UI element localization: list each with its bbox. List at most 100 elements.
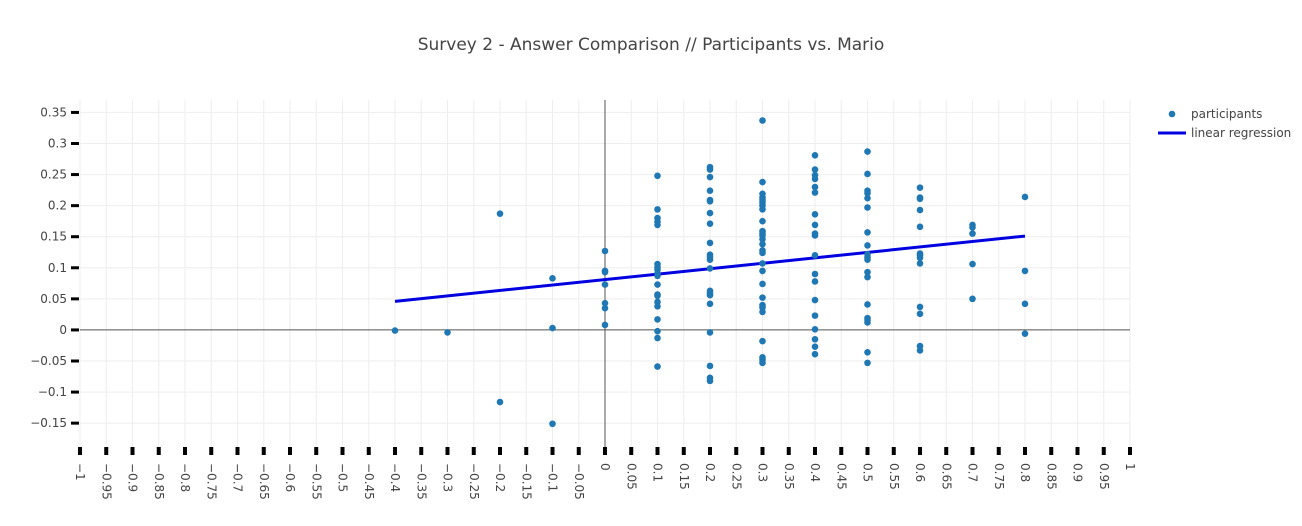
data-point[interactable] <box>1021 267 1029 275</box>
data-point[interactable] <box>706 239 714 247</box>
data-point[interactable] <box>811 278 819 285</box>
data-point[interactable] <box>811 211 819 218</box>
data-point[interactable] <box>811 221 819 229</box>
data-point[interactable] <box>759 260 766 267</box>
data-point[interactable] <box>969 295 976 303</box>
data-point[interactable] <box>759 240 766 248</box>
data-point[interactable] <box>916 347 924 354</box>
data-point[interactable] <box>864 319 871 326</box>
data-point[interactable] <box>916 303 924 311</box>
data-point[interactable] <box>759 337 766 345</box>
data-point[interactable] <box>759 206 766 213</box>
data-point[interactable] <box>654 303 661 310</box>
data-point[interactable] <box>811 189 819 196</box>
data-point[interactable] <box>759 178 766 186</box>
data-point[interactable] <box>444 329 451 336</box>
data-point[interactable] <box>549 420 556 428</box>
data-point[interactable] <box>654 316 661 323</box>
data-point[interactable] <box>811 166 819 173</box>
data-point[interactable] <box>549 275 556 282</box>
data-point[interactable] <box>391 327 399 334</box>
data-point[interactable] <box>1021 300 1029 308</box>
data-point[interactable] <box>601 247 609 255</box>
data-point[interactable] <box>916 223 924 231</box>
data-point[interactable] <box>706 166 714 173</box>
data-point[interactable] <box>759 280 766 288</box>
data-point[interactable] <box>654 334 661 342</box>
data-point[interactable] <box>654 363 661 370</box>
legend[interactable]: participants linear regression <box>1158 107 1291 140</box>
data-point[interactable] <box>811 326 819 333</box>
data-point[interactable] <box>706 209 714 217</box>
data-point[interactable] <box>811 335 819 343</box>
data-point[interactable] <box>759 217 766 225</box>
data-point[interactable] <box>759 308 766 316</box>
data-point[interactable] <box>759 249 766 257</box>
data-point[interactable] <box>864 229 871 236</box>
data-point[interactable] <box>601 299 609 307</box>
data-point[interactable] <box>601 268 609 276</box>
data-point[interactable] <box>654 272 661 280</box>
data-point[interactable] <box>706 256 714 264</box>
legend-item-participants[interactable]: participants <box>1168 107 1263 121</box>
data-point[interactable] <box>706 300 714 308</box>
data-point[interactable] <box>864 273 871 281</box>
data-point[interactable] <box>496 398 504 406</box>
legend-item-regression[interactable]: linear regression <box>1158 126 1291 140</box>
data-point[interactable] <box>811 343 819 351</box>
data-point[interactable] <box>1021 193 1029 201</box>
data-point[interactable] <box>706 329 714 336</box>
data-point[interactable] <box>654 172 661 180</box>
data-point[interactable] <box>916 310 924 318</box>
data-point[interactable] <box>601 304 609 312</box>
data-point[interactable] <box>864 349 871 356</box>
data-point[interactable] <box>759 235 766 243</box>
data-point[interactable] <box>549 324 556 332</box>
data-point[interactable] <box>916 254 924 262</box>
data-point[interactable] <box>1021 330 1029 337</box>
data-point[interactable] <box>706 173 714 181</box>
data-point[interactable] <box>496 210 504 218</box>
data-point[interactable] <box>759 117 766 124</box>
data-point[interactable] <box>654 281 661 288</box>
data-point[interactable] <box>811 175 819 183</box>
data-point[interactable] <box>811 270 819 278</box>
data-point[interactable] <box>601 321 609 329</box>
data-point[interactable] <box>969 230 976 237</box>
data-point[interactable] <box>864 268 871 276</box>
data-point[interactable] <box>864 359 871 367</box>
data-point[interactable] <box>864 189 871 197</box>
data-point[interactable] <box>864 301 871 308</box>
data-point[interactable] <box>864 204 871 211</box>
data-point[interactable] <box>706 220 714 227</box>
data-point[interactable] <box>811 312 819 319</box>
data-point[interactable] <box>811 152 819 159</box>
data-point[interactable] <box>969 224 976 231</box>
data-point[interactable] <box>706 362 714 370</box>
data-point[interactable] <box>654 292 661 300</box>
data-point[interactable] <box>706 265 714 272</box>
data-point[interactable] <box>916 206 924 214</box>
data-point[interactable] <box>811 183 819 191</box>
data-point[interactable] <box>601 281 609 288</box>
data-point[interactable] <box>654 206 661 213</box>
data-point[interactable] <box>864 148 871 155</box>
data-point[interactable] <box>811 232 819 239</box>
data-point[interactable] <box>706 291 714 299</box>
data-point[interactable] <box>864 194 871 202</box>
data-point[interactable] <box>969 260 976 268</box>
data-point[interactable] <box>706 197 714 205</box>
data-point[interactable] <box>759 294 766 301</box>
data-point[interactable] <box>916 184 924 191</box>
data-point[interactable] <box>811 252 819 259</box>
data-point[interactable] <box>811 296 819 304</box>
data-point[interactable] <box>706 377 714 385</box>
data-point[interactable] <box>864 242 871 249</box>
data-point[interactable] <box>864 170 871 178</box>
data-point[interactable] <box>759 267 766 275</box>
data-point[interactable] <box>916 260 924 267</box>
data-point[interactable] <box>654 221 661 229</box>
data-point[interactable] <box>759 359 766 367</box>
data-point[interactable] <box>916 195 924 203</box>
data-point[interactable] <box>811 350 819 358</box>
